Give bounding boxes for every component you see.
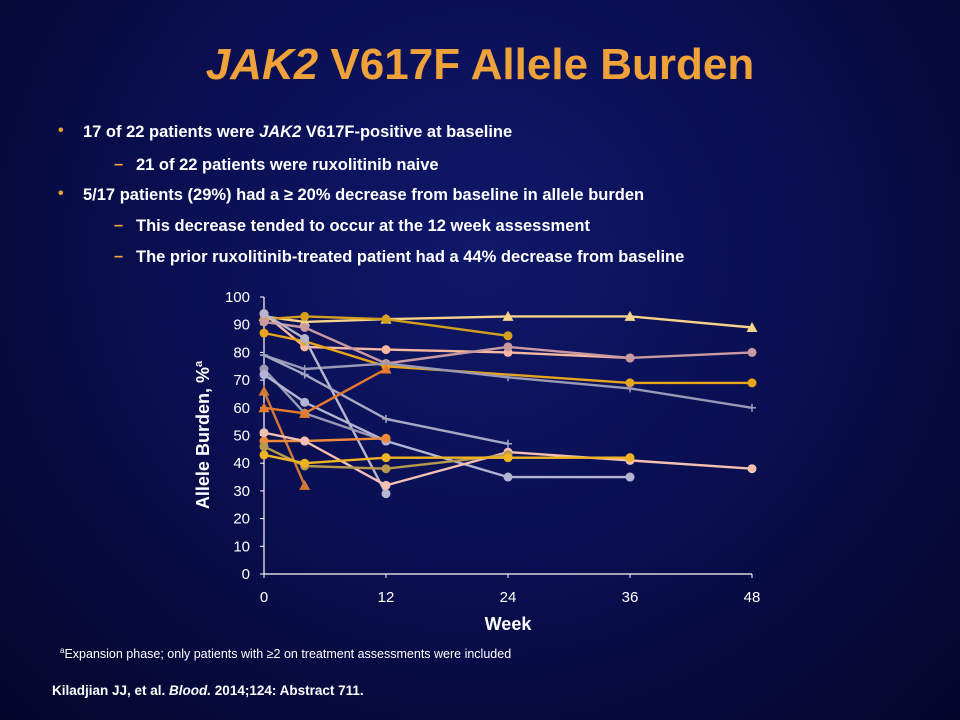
series-10-point-2 — [300, 370, 309, 379]
slide-title: JAK2 V617F Allele Burden — [0, 40, 960, 90]
series-16-point-1 — [259, 450, 269, 460]
y-tick-label-100: 100 — [225, 289, 250, 306]
series-15-point-1 — [259, 442, 269, 452]
series-15-line — [263, 445, 509, 470]
y-tick-label-90: 90 — [233, 317, 250, 334]
series-4-point-1 — [259, 317, 269, 327]
title-rest: V617F Allele Burden — [318, 40, 755, 89]
series-5-point-4 — [625, 378, 635, 388]
series-9-point-1 — [259, 370, 269, 380]
series-12-point-1 — [258, 385, 270, 396]
series-14-line — [263, 431, 753, 487]
series-12-line — [262, 390, 306, 486]
y-tick-label-70: 70 — [233, 372, 250, 389]
citation-journal: Blood. — [169, 683, 212, 698]
y-axis-title-sup: a — [193, 360, 205, 367]
series-1-point-5 — [624, 310, 636, 321]
footnote-marker: a — [60, 646, 65, 655]
citation-authors: Kiladjian JJ, et al. — [52, 683, 170, 698]
series-9-point-5 — [625, 472, 635, 482]
series-16-point-4 — [503, 453, 513, 463]
series-2-point-3 — [381, 314, 391, 324]
series-7-point-3 — [381, 489, 391, 499]
series-14-point-6 — [747, 464, 757, 474]
sub-bullet-text: The prior ruxolitinib-treated patient ha… — [136, 248, 685, 266]
series-4-point-5 — [625, 353, 635, 363]
series-10-point-4 — [504, 439, 512, 448]
y-axis-title: Allele Burden, %a — [193, 360, 213, 509]
series-6-point-6 — [748, 403, 756, 412]
y-tick-label-40: 40 — [233, 455, 250, 472]
bullet-text: 17 of 22 patients were JAK2 V617F-positi… — [83, 123, 513, 141]
bullet-marker: • — [58, 185, 64, 202]
sub-bullet-marker: – — [114, 155, 124, 173]
series-2-point-2 — [300, 311, 310, 321]
series-16-point-3 — [381, 453, 391, 463]
citation: Kiladjian JJ, et al. Blood. 2014;124: Ab… — [52, 683, 364, 698]
series-12-point-2 — [299, 479, 311, 490]
y-tick-label-50: 50 — [233, 428, 250, 445]
series-10-point-3 — [382, 414, 390, 423]
series-6-point-4 — [504, 373, 512, 382]
series-6-point-5 — [626, 384, 634, 393]
x-tick-label-24: 24 — [500, 589, 517, 606]
series-5-point-5 — [747, 378, 757, 388]
x-tick-label-48: 48 — [744, 589, 761, 606]
y-tick-label-20: 20 — [233, 511, 250, 528]
series-10-line — [263, 354, 509, 445]
sub-bullet-text: This decrease tended to occur at the 12 … — [136, 217, 590, 235]
series-10-point-1 — [260, 351, 268, 360]
series-2-line — [263, 315, 509, 337]
series-14-point-1 — [259, 428, 269, 438]
series-13-point-3 — [381, 433, 391, 443]
series-11-point-2 — [299, 407, 311, 418]
series-2-point-4 — [503, 331, 513, 341]
series-11-point-3 — [380, 363, 392, 374]
series-13-line — [264, 437, 387, 443]
series-5-point-1 — [259, 328, 269, 338]
x-tick-label-36: 36 — [622, 589, 639, 606]
citation-details: 2014;124: Abstract 711. — [211, 683, 364, 698]
series-4-line — [263, 320, 753, 365]
series-14-point-2 — [300, 436, 310, 446]
series-9-point-2 — [300, 397, 310, 407]
series-7-point-1 — [259, 309, 269, 319]
x-tick-label-0: 0 — [260, 589, 268, 606]
series-15-point-3 — [381, 464, 391, 474]
y-tick-label-10: 10 — [233, 538, 250, 555]
series-1-line — [263, 315, 753, 329]
title-gene: JAK2 — [205, 40, 319, 89]
y-tick-label-30: 30 — [233, 483, 250, 500]
sub-bullet-text: 21 of 22 patients were ruxolitinib naive — [136, 156, 439, 174]
series-9-point-4 — [503, 472, 513, 482]
bullet-text: 5/17 patients (29%) had a ≥ 20% decrease… — [83, 186, 645, 204]
series-14-point-3 — [381, 480, 391, 490]
footnote-text: Expansion phase; only patients with ≥2 o… — [64, 647, 512, 662]
series-4-point-4 — [503, 342, 513, 352]
series-6-line — [263, 354, 753, 409]
series-11-point-1 — [258, 402, 270, 413]
series-7-point-2 — [300, 334, 310, 344]
series-4-point-6 — [747, 347, 757, 357]
series-16-point-5 — [625, 453, 635, 463]
series-3-point-3 — [381, 345, 391, 355]
sub-bullet-marker: – — [114, 216, 124, 234]
series-16-point-2 — [300, 458, 310, 468]
series-1-point-6 — [746, 321, 758, 332]
series-1-point-4 — [502, 310, 514, 321]
bullet-marker: • — [58, 122, 64, 139]
y-tick-label-60: 60 — [233, 400, 250, 417]
y-tick-label-0: 0 — [242, 566, 250, 583]
footnote: aExpansion phase; only patients with ≥2 … — [60, 646, 511, 661]
x-axis-title: Week — [485, 614, 533, 634]
y-tick-label-80: 80 — [233, 344, 250, 361]
x-tick-label-12: 12 — [378, 589, 395, 606]
series-4-point-2 — [300, 322, 310, 332]
sub-bullet-marker: – — [114, 247, 124, 265]
